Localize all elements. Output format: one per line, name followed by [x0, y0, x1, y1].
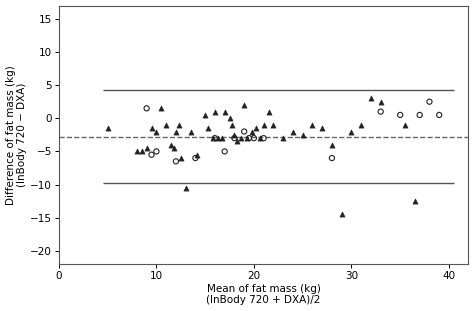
Point — [221, 109, 228, 114]
Point — [133, 149, 141, 154]
Point — [211, 109, 219, 114]
Point — [328, 142, 336, 147]
Point — [187, 129, 194, 134]
Point — [228, 123, 236, 128]
Point — [182, 185, 190, 190]
Point — [231, 136, 238, 141]
Point — [250, 136, 258, 141]
Point — [201, 113, 209, 118]
Point — [252, 126, 260, 131]
Point — [357, 123, 365, 128]
Point — [172, 159, 180, 164]
Point — [143, 106, 150, 111]
Point — [289, 129, 297, 134]
Point — [426, 99, 433, 104]
Point — [221, 149, 228, 154]
Point — [260, 136, 267, 141]
Point — [148, 126, 155, 131]
Point — [209, 136, 217, 141]
Point — [191, 156, 199, 160]
Point — [299, 132, 307, 137]
Point — [256, 136, 264, 141]
Point — [177, 156, 184, 160]
Point — [170, 146, 178, 151]
Point — [436, 113, 443, 118]
Point — [231, 132, 238, 137]
Point — [214, 136, 222, 141]
Point — [248, 129, 256, 134]
Point — [138, 149, 146, 154]
Point — [175, 123, 182, 128]
Point — [416, 113, 423, 118]
Point — [167, 142, 175, 147]
X-axis label: Mean of fat mass (kg)
(InBody 720 + DXA)/2: Mean of fat mass (kg) (InBody 720 + DXA)… — [207, 284, 321, 305]
Point — [401, 123, 409, 128]
Point — [204, 126, 212, 131]
Point — [148, 152, 155, 157]
Point — [265, 109, 273, 114]
Point — [234, 139, 241, 144]
Point — [163, 123, 170, 128]
Point — [260, 123, 267, 128]
Point — [172, 129, 180, 134]
Point — [104, 126, 111, 131]
Point — [193, 152, 201, 157]
Point — [411, 199, 419, 204]
Point — [157, 106, 165, 111]
Point — [396, 113, 404, 118]
Point — [309, 123, 316, 128]
Point — [319, 126, 326, 131]
Point — [240, 103, 248, 108]
Point — [237, 136, 245, 141]
Point — [338, 212, 346, 217]
Point — [328, 156, 336, 160]
Y-axis label: Difference of fat mass (kg)
(InBody 720 − DXA): Difference of fat mass (kg) (InBody 720 … — [6, 65, 27, 205]
Point — [347, 129, 355, 134]
Point — [153, 149, 160, 154]
Point — [240, 129, 248, 134]
Point — [377, 99, 384, 104]
Point — [279, 136, 287, 141]
Point — [218, 136, 226, 141]
Point — [367, 96, 375, 101]
Point — [243, 136, 251, 141]
Point — [153, 129, 160, 134]
Point — [143, 146, 150, 151]
Point — [245, 136, 253, 141]
Point — [211, 136, 219, 141]
Point — [377, 109, 384, 114]
Point — [226, 116, 233, 121]
Point — [270, 123, 277, 128]
